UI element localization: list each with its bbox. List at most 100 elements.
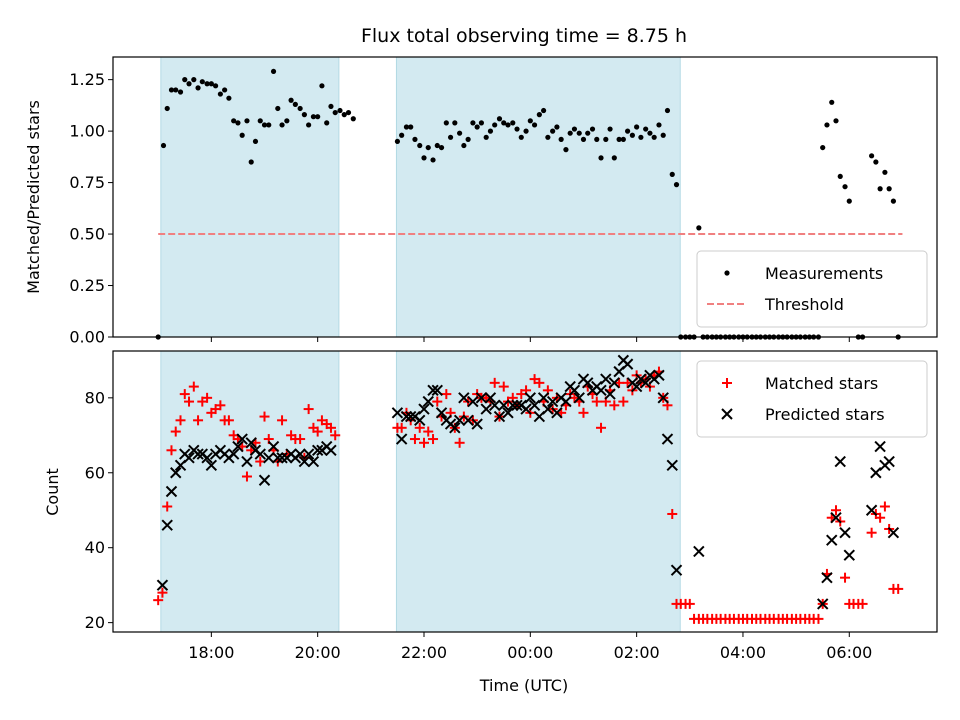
predicted-stars-point (395, 433, 408, 445)
matched-stars-point (188, 381, 199, 392)
measurement-point (465, 136, 471, 142)
legend-box (696, 250, 928, 328)
measurement-point (288, 97, 294, 103)
y-tick-label: 0.25 (69, 276, 105, 295)
matched-stars-point (813, 613, 824, 624)
measurement-point (182, 77, 188, 83)
predicted-stars-point (294, 448, 306, 460)
predicted-stars-point (582, 377, 594, 389)
predicted-stars-point (267, 440, 280, 453)
matched-stars-point (840, 572, 851, 583)
measurement-point (235, 120, 241, 126)
predicted-stars-point (821, 571, 833, 584)
measurement-point (457, 130, 463, 136)
measurement-point (869, 153, 875, 159)
measurement-point (483, 134, 489, 140)
measurement-point (647, 130, 653, 136)
predicted-stars-point (528, 399, 541, 412)
measurement-point (430, 157, 436, 163)
measurement-point (412, 136, 418, 142)
measurement-point (545, 134, 551, 140)
predicted-stars-point (298, 455, 311, 468)
measurement-point (275, 105, 281, 112)
matched-stars-point (223, 415, 234, 426)
matched-stars-point (498, 381, 509, 392)
matched-stars-point (578, 407, 589, 418)
matched-stars-point (622, 377, 633, 388)
matched-stars-point (418, 437, 429, 448)
predicted-stars-point (431, 384, 443, 397)
chart-title: Flux total observing time = 8.75 h (361, 25, 687, 47)
matched-stars-point (303, 404, 314, 415)
measurement-point (510, 120, 516, 126)
matched-stars-point (428, 434, 439, 445)
measurement-point (842, 184, 848, 190)
matched-stars-point (830, 505, 841, 516)
x-tick-label: 06:00 (826, 643, 872, 662)
measurement-point (873, 159, 879, 165)
predicted-stars-point (507, 399, 519, 412)
measurement-point (829, 99, 835, 105)
measurement-point (443, 120, 449, 126)
predicted-stars-point (462, 414, 474, 427)
y-tick-label: 40 (85, 538, 105, 557)
predicted-stars-point (422, 395, 434, 408)
predicted-stars-point (414, 414, 426, 427)
predicted-stars-point (236, 433, 248, 445)
series-group (155, 68, 901, 340)
matched-stars-point (184, 396, 195, 407)
matched-stars-point (432, 396, 443, 407)
measurement-point (492, 122, 498, 128)
predicted-stars-point (205, 459, 218, 471)
matched-stars-point (277, 415, 288, 426)
matched-stars-point (441, 389, 452, 400)
predicted-stars-point (693, 545, 705, 558)
matched-stars-point (157, 587, 168, 598)
predicted-stars-point (404, 410, 417, 423)
measurement-point (231, 118, 237, 124)
predicted-stars-point (661, 433, 674, 445)
predicted-stars-point (498, 399, 510, 412)
measurement-point (527, 118, 533, 124)
measurement-point (239, 132, 245, 138)
measurement-point (882, 169, 888, 175)
measurement-point (345, 109, 352, 116)
matched-stars-point (241, 471, 252, 482)
predicted-stars-point (493, 410, 506, 423)
predicted-stars-point (568, 384, 581, 397)
matched-stars-point (295, 434, 306, 445)
measurement-point (452, 120, 458, 126)
matched-stars-point (591, 396, 602, 407)
measurement-point (297, 105, 303, 112)
matched-stars-point (667, 508, 678, 519)
predicted-stars-point (520, 403, 532, 415)
measurement-point (306, 122, 312, 128)
measurement-point (315, 114, 321, 120)
matched-stars-point (193, 415, 204, 426)
measurement-point (261, 122, 268, 128)
predicted-stars-point (418, 403, 430, 415)
predicted-stars-point (245, 437, 257, 449)
measurement-point (554, 124, 560, 130)
predicted-stars-point (170, 467, 182, 479)
predicted-stars-point (551, 407, 563, 419)
legend: Measurements Threshold (696, 250, 928, 328)
predicted-stars-point (254, 448, 266, 460)
x-axis-label: Time (UTC) (479, 676, 568, 695)
matched-stars-point (618, 396, 629, 407)
measurement-point (324, 120, 330, 126)
measurement-point (173, 87, 179, 93)
matched-stars-point (875, 512, 886, 523)
measurement-point (563, 147, 569, 153)
measurement-point (328, 103, 334, 110)
measurement-point (252, 138, 259, 145)
predicted-stars-point (311, 444, 324, 456)
measurement-point (877, 186, 883, 192)
y-tick-label: 20 (85, 613, 105, 632)
measurement-point (518, 134, 524, 140)
legend: Matched stars Predicted stars (696, 360, 928, 438)
measurement-point (213, 83, 219, 89)
predicted-stars-point (537, 392, 550, 404)
matched-stars-point (162, 501, 173, 512)
y-axis-label-top: Matched/Predicted stars (24, 100, 43, 294)
